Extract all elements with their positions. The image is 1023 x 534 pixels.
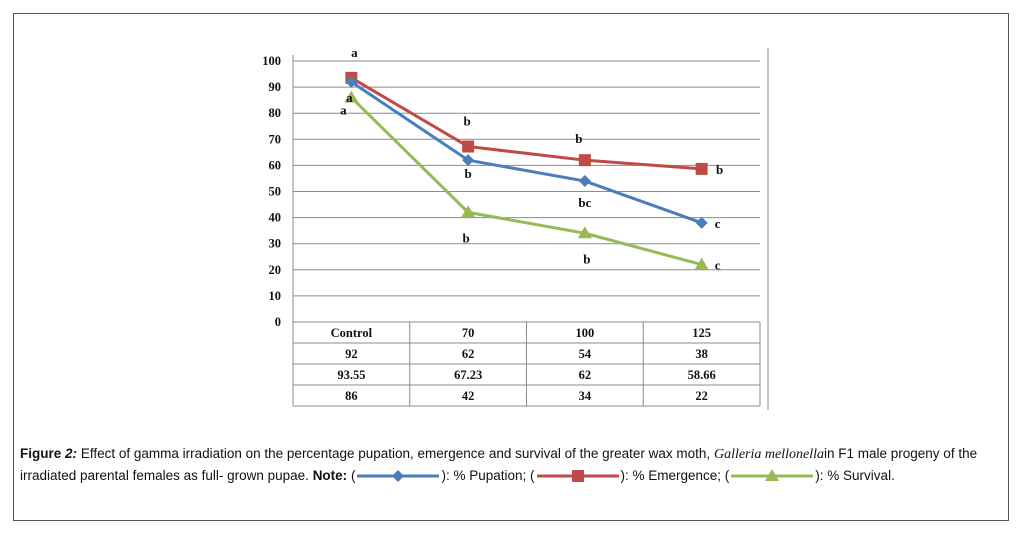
data-point-survival [577,226,592,239]
y-tick-label: 40 [269,211,282,225]
significance-letter: b [463,230,470,245]
table-cell-value: 92 [345,347,358,361]
data-point-pupation [462,154,475,167]
caption-open-paren: ( [350,468,356,483]
line-chart: 0 10 20 30 40 50 60 70 80 90 100 Control 70 100 125 92… [262,45,769,410]
significance-letter: b [464,114,471,129]
legend-survival-text: ): % Survival. [815,468,895,483]
series-line-triangle [350,96,703,267]
figure-caption: Figure 2: Effect of gamma irradiation on… [20,443,1010,486]
data-point-emergence [578,154,591,167]
y-tick-label: 50 [269,185,282,199]
chart-gridlines [293,60,760,297]
significance-letter: a [340,103,347,118]
caption-note-label: Note: [312,468,348,483]
y-tick-label: 0 [275,315,281,329]
data-point-pupation [345,75,358,88]
legend-pupation-text: ): % Pupation; ( [441,468,535,483]
data-point-pupation [578,175,591,188]
y-tick-label: 80 [269,106,282,120]
y-tick-label: 100 [262,54,281,68]
table-cell-value: 67.23 [454,368,482,382]
data-table: Control 70 100 125 92 62 54 38 93.55 67.23 62 58.66… [292,321,761,407]
table-cell-value: 22 [695,389,708,403]
caption-text-1: Effect of gamma irradiation on the perce… [80,446,711,461]
legend-emergence-text: ): % Emergence; ( [620,468,730,483]
x-category-label: 125 [692,326,711,340]
y-tick-label: 30 [269,237,282,251]
x-category-label: Control [331,326,373,340]
legend-pupation-swatch-icon [355,469,441,483]
table-cell-value: 42 [462,389,475,403]
x-category-label: 100 [576,326,595,340]
chart-series [344,71,709,270]
table-cell-value: 34 [579,389,592,403]
table-cell-value: 54 [579,347,592,361]
legend-emergence-swatch-icon [535,469,621,483]
significance-letter: b [716,162,723,177]
significance-letter: c [715,258,721,273]
data-point-survival [694,257,709,270]
table-cell-value: 62 [579,368,592,382]
y-tick-label: 90 [269,80,282,94]
caption-figure-number: 2: [65,446,78,461]
significance-letter: b [583,251,590,266]
data-point-pupation [695,216,708,229]
data-point-survival [461,205,476,218]
significance-letter: b [575,131,582,146]
significance-letter: a [351,45,358,60]
significance-letter: c [715,216,721,231]
x-category-label: 70 [462,326,475,340]
legend-survival-swatch-icon [729,469,815,483]
table-cell-value: 38 [695,347,708,361]
y-axis-ticks: 0 10 20 30 40 50 60 70 80 90 100 [262,54,281,329]
significance-letter: bc [578,195,591,210]
y-tick-label: 70 [269,132,282,146]
caption-figure-label: Figure [20,446,62,461]
data-point-survival [344,90,359,103]
data-point-emergence [462,140,475,153]
significance-letter: b [465,166,472,181]
table-cell-value: 58.66 [688,368,716,382]
y-tick-label: 60 [269,158,282,172]
table-cell-value: 62 [462,347,475,361]
series-line-diamond [350,80,703,225]
table-cell-value: 93.55 [337,368,365,382]
data-point-emergence [695,162,708,175]
table-cell-value: 86 [345,389,358,403]
figure-frame [13,13,1009,521]
y-tick-label: 20 [269,263,282,277]
caption-species: Galleria mellonella [713,447,824,462]
y-tick-label: 10 [269,289,282,303]
series-line-square [350,76,702,171]
caption-text-2: in F1 male progeny of the irradiated par… [20,446,978,483]
significance-letter: a [346,90,353,105]
